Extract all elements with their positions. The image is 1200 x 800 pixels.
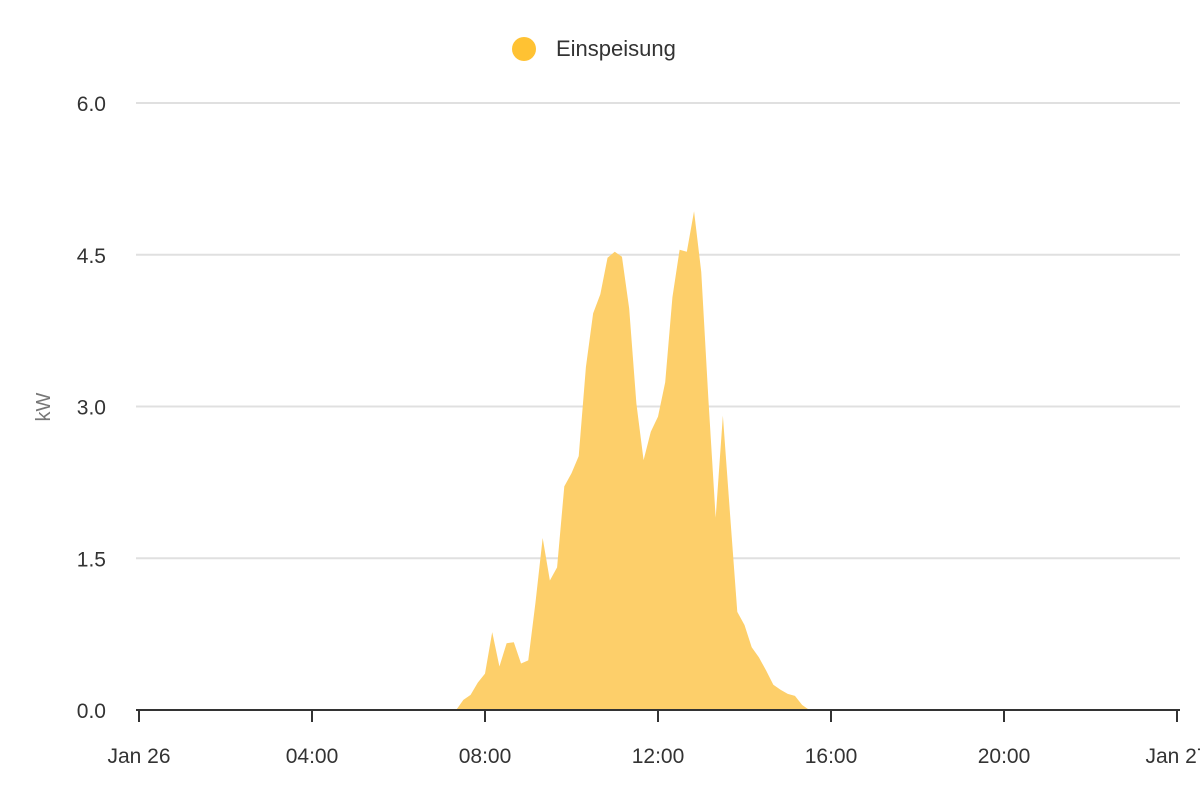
x-tick-label: 20:00 — [978, 745, 1031, 768]
x-tick-label: 16:00 — [805, 745, 858, 768]
legend-label: Einspeisung — [556, 36, 676, 61]
x-tick-label: Jan 26 — [107, 745, 170, 768]
x-tick-label: 04:00 — [286, 745, 339, 768]
y-axis-title: kW — [33, 392, 55, 421]
y-tick-label: 4.5 — [77, 245, 106, 268]
legend-marker — [512, 37, 536, 61]
x-tick-label: Jan 27 — [1145, 745, 1200, 768]
x-tick-label: 08:00 — [459, 745, 512, 768]
legend[interactable]: Einspeisung — [512, 36, 676, 62]
series-area-einspeisung — [456, 211, 810, 710]
y-tick-label: 6.0 — [77, 93, 106, 116]
y-tick-label: 3.0 — [77, 397, 106, 420]
x-tick-label: 12:00 — [632, 745, 685, 768]
y-tick-label: 0.0 — [77, 700, 106, 723]
y-tick-label: 1.5 — [77, 548, 106, 571]
